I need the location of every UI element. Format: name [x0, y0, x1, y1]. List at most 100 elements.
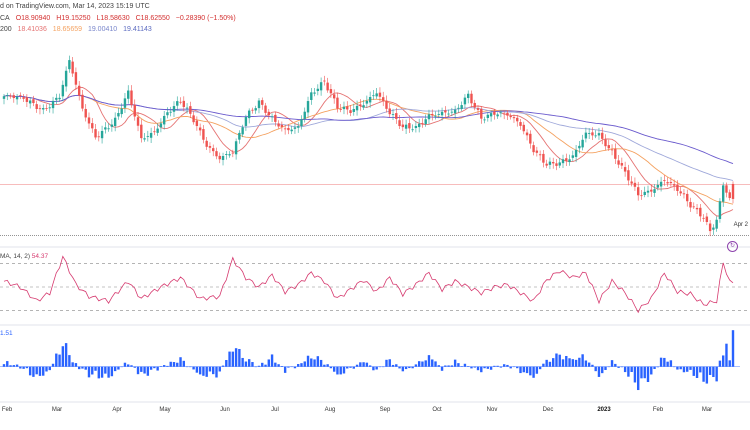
- candle-body: [267, 111, 270, 116]
- momentum-bar: [359, 362, 362, 367]
- high-value: H19.15250: [56, 15, 91, 22]
- ma1-value: 18.41036: [17, 26, 47, 33]
- candle-body: [630, 181, 633, 184]
- candle-body: [342, 106, 346, 110]
- candle-body: [650, 189, 653, 192]
- momentum-bar: [607, 366, 610, 368]
- candle-body: [653, 189, 656, 193]
- candle-body: [143, 138, 146, 140]
- momentum-bar: [565, 355, 568, 367]
- momentum-bar: [382, 366, 385, 368]
- candle-body: [189, 106, 192, 114]
- momentum-bar: [169, 361, 172, 367]
- candle-body: [427, 114, 431, 120]
- momentum-bar: [97, 366, 101, 379]
- momentum-bar: [120, 366, 123, 368]
- momentum-bar: [473, 366, 476, 368]
- open-value: O18.90940: [15, 15, 51, 22]
- candle-body: [473, 102, 476, 108]
- momentum-bar: [71, 362, 74, 367]
- candle-body: [627, 170, 630, 181]
- candle-body: [368, 96, 372, 103]
- momentum-bar: [725, 343, 728, 367]
- candle-body: [565, 158, 568, 161]
- momentum-bar: [228, 351, 231, 367]
- candle-body: [117, 113, 120, 117]
- candle-body: [440, 111, 444, 116]
- momentum-bar: [444, 365, 447, 367]
- momentum-bar: [192, 366, 195, 370]
- month-label: Apr: [112, 407, 121, 413]
- momentum-bar: [378, 366, 382, 368]
- candle-body: [290, 129, 293, 132]
- candle-body: [45, 108, 48, 109]
- candle-body: [489, 113, 493, 117]
- candle-body: [538, 154, 542, 156]
- momentum-bar: [25, 366, 29, 369]
- momentum-bar: [179, 357, 182, 367]
- momentum-bar: [176, 362, 179, 367]
- momentum-bar: [251, 362, 254, 367]
- candle-body: [571, 155, 575, 158]
- momentum-bar: [437, 365, 440, 367]
- candle-body: [6, 95, 9, 96]
- candle-body: [19, 95, 22, 96]
- momentum-bar: [159, 366, 163, 367]
- momentum-bar: [636, 366, 640, 391]
- candle-body: [558, 162, 561, 166]
- momentum-bar: [548, 361, 552, 367]
- momentum-bar: [522, 366, 525, 373]
- momentum-bar: [702, 366, 705, 382]
- momentum-bar: [225, 360, 228, 367]
- candle-body: [414, 125, 418, 129]
- candle-body: [408, 123, 411, 129]
- rsi-line: [3, 255, 734, 314]
- candle-body: [74, 72, 78, 85]
- candle-body: [9, 95, 12, 97]
- momentum-bar: [32, 366, 35, 377]
- candle-body: [411, 129, 414, 131]
- momentum-bar: [146, 366, 150, 376]
- momentum-bar: [620, 366, 624, 368]
- candle-body: [715, 219, 718, 229]
- momentum-bar: [267, 359, 270, 367]
- candle-body: [84, 108, 87, 118]
- month-label: Dec: [543, 407, 554, 413]
- momentum-bar: [234, 348, 238, 367]
- momentum-bar: [594, 366, 597, 372]
- momentum-bar: [627, 366, 630, 377]
- candle-body: [241, 127, 244, 135]
- momentum-bar: [287, 366, 290, 368]
- candle-body: [247, 110, 251, 119]
- candle-body: [225, 154, 228, 155]
- momentum-bar: [712, 366, 715, 378]
- candle-body: [166, 112, 169, 116]
- candle-body: [306, 101, 310, 113]
- candle-body: [12, 95, 16, 99]
- candle-body: [365, 100, 369, 104]
- momentum-bar: [372, 366, 375, 371]
- month-label: Feb: [653, 407, 664, 413]
- momentum-bar: [104, 366, 107, 374]
- candle-body: [545, 163, 548, 166]
- momentum-bar: [153, 366, 156, 369]
- replay-icon[interactable]: ↻: [727, 241, 738, 252]
- rsi-name: MA, 14, 2): [0, 253, 30, 260]
- momentum-bar: [424, 360, 427, 367]
- candle-body: [87, 117, 91, 124]
- candle-body: [643, 191, 646, 196]
- candle-body: [676, 184, 679, 191]
- momentum-bar: [417, 361, 421, 367]
- momentum-bar: [77, 366, 81, 370]
- momentum-bar: [107, 366, 110, 378]
- momentum-bar: [94, 366, 97, 371]
- candle-body: [130, 90, 133, 106]
- momentum-bar: [293, 366, 297, 369]
- momentum-bar: [535, 366, 539, 374]
- momentum-bar: [525, 366, 529, 374]
- change-value: −0.28390 (−1.50%): [175, 15, 236, 22]
- candle-body: [179, 101, 182, 103]
- candle-body: [375, 93, 378, 97]
- momentum-bar: [332, 366, 336, 372]
